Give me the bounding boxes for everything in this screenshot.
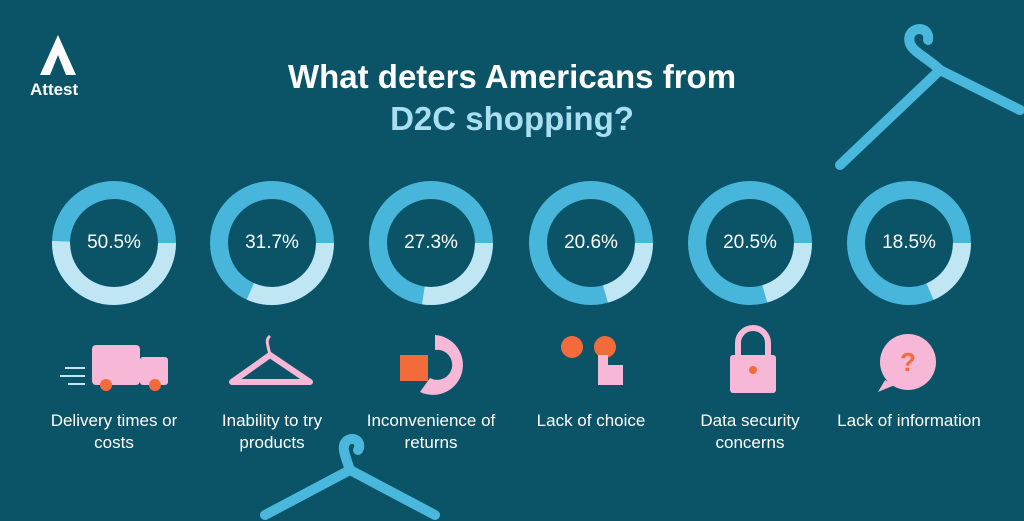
lock-icon (730, 325, 776, 393)
donut-arc (246, 242, 334, 305)
decoration (260, 24, 1024, 520)
donut-arc (422, 242, 493, 305)
category-label: Data security concerns (700, 411, 800, 452)
value-label: 31.7% (245, 232, 299, 253)
donut-arc (602, 242, 653, 303)
donut-arc (761, 242, 812, 303)
value-label: 27.3% (404, 232, 458, 253)
chart-title-highlight: D2C shopping? (390, 100, 634, 137)
value-label: 18.5% (882, 232, 936, 253)
hanger-icon (229, 334, 313, 385)
category-label: Inability to try products (221, 411, 323, 452)
donut-arc (52, 241, 176, 305)
donut-arc (926, 242, 971, 300)
choice-icon (561, 336, 623, 385)
category-label: Inconvenience of returns (366, 411, 496, 452)
logo-icon (40, 35, 76, 75)
info-icon: ? (878, 334, 936, 392)
category-label: Lack of information (837, 411, 981, 430)
truck-icon (60, 345, 168, 391)
svg-text:?: ? (900, 347, 916, 377)
value-label: 20.5% (723, 232, 777, 253)
returns-icon (400, 335, 463, 395)
value-label: 20.6% (564, 232, 618, 253)
chart-title: What deters Americans from (287, 58, 737, 95)
brand: Attest (30, 80, 79, 99)
category-label: Lack of choice (536, 411, 646, 430)
icons: ? (60, 325, 936, 395)
category-label: Delivery times or costs (50, 411, 178, 452)
value-label: 50.5% (87, 232, 141, 253)
